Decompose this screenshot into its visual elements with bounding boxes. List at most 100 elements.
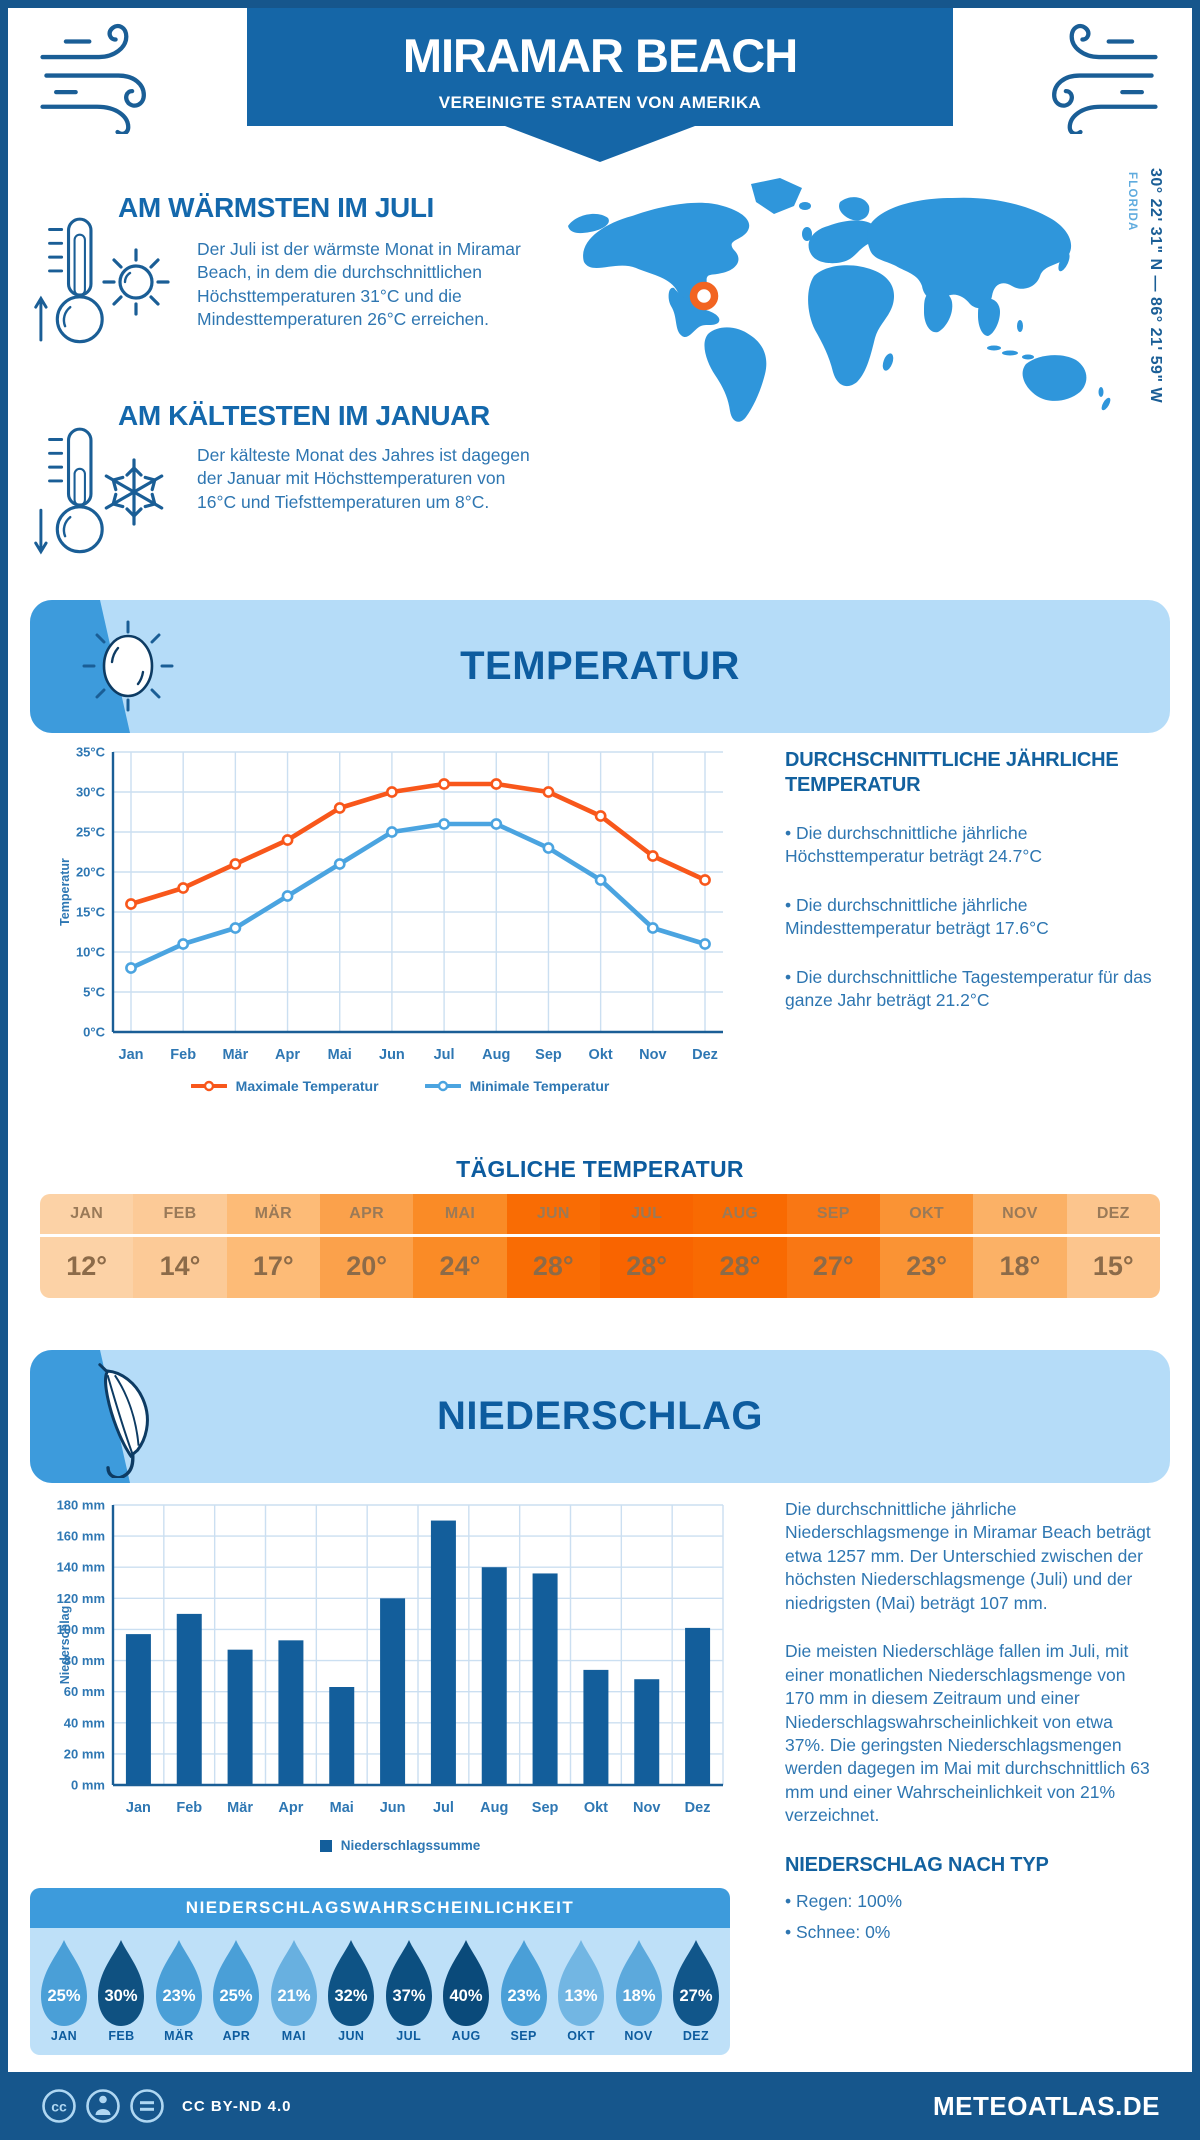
svg-text:23%: 23% <box>162 1987 195 2005</box>
probability-droplet: 32% JUN <box>325 1938 377 2043</box>
svg-text:180 mm: 180 mm <box>57 1498 105 1513</box>
warmest-heading: AM WÄRMSTEN IM JULI <box>118 192 434 223</box>
daily-temp-column: MAI 24° <box>413 1194 507 1298</box>
svg-text:120 mm: 120 mm <box>57 1591 105 1606</box>
svg-text:Mär: Mär <box>222 1047 248 1063</box>
water-drop-icon: 40% <box>443 1940 490 2026</box>
precipitation-bar-chart: 0 mm 20 mm 40 mm 60 mm 80 mm 100 mm 120 mm 140 … <box>57 1498 724 1816</box>
water-drop-icon: 23% <box>500 1940 547 2026</box>
svg-text:60 mm: 60 mm <box>64 1684 105 1699</box>
svg-text:Nov: Nov <box>639 1047 666 1063</box>
text-item: • Die durchschnittliche Tagestemperatur … <box>785 966 1152 1011</box>
daily-temp-column: OKT 23° <box>879 1194 974 1298</box>
daily-temperature-table: JAN 12° FEB 14° MÄR 17° APR 20° MAI 24° JUN 28° JUL 2… <box>40 1194 1160 1298</box>
svg-text:Apr: Apr <box>278 1800 303 1816</box>
umbrella-icon <box>98 1363 149 1478</box>
probability-droplet: 25% APR <box>210 1938 262 2043</box>
svg-text:cc: cc <box>51 2099 67 2115</box>
location-marker <box>689 281 719 311</box>
legend-item: Niederschlagssumme <box>319 1838 480 1853</box>
world-map <box>568 178 1111 422</box>
temperature-summary: DURCHSCHNITTLICHE JÄHRLICHE TEMPERATUR •… <box>785 748 1157 1038</box>
precipitation-paragraphs: Die durchschnittliche jährliche Niedersc… <box>785 1498 1157 1828</box>
precipitation-type-bullets: • Regen: 100% • Schnee: 0% <box>785 1890 1157 1944</box>
legend-item: Minimale Temperatur <box>424 1078 609 1094</box>
probability-droplet: 23% MÄR <box>153 1938 205 2043</box>
svg-text:Temperatur: Temperatur <box>58 858 72 926</box>
water-drop-icon: 13% <box>558 1940 605 2026</box>
warmest-text: Der Juli ist der wärmste Monat in Mirama… <box>197 239 521 329</box>
svg-text:10°C: 10°C <box>76 945 106 960</box>
thermometer-down-icon <box>34 427 104 555</box>
svg-text:Jun: Jun <box>379 1047 405 1063</box>
svg-text:23%: 23% <box>507 1987 540 2005</box>
header-banner: MIRAMAR BEACH VEREINIGTE STAATEN VON AME… <box>247 8 953 126</box>
temperature-title: TEMPERATUR <box>460 644 740 688</box>
coldest-heading: AM KÄLTESTEN IM JANUAR <box>118 400 490 431</box>
text-item: • Die durchschnittliche jährliche Höchst… <box>785 823 1042 867</box>
wind-icon <box>40 24 146 134</box>
text-item: • Regen: 100% <box>785 1890 903 1911</box>
water-drop-icon: 27% <box>672 1940 719 2026</box>
daily-temp-column: NOV 18° <box>973 1194 1067 1298</box>
daily-temp-column: MÄR 17° <box>226 1194 320 1298</box>
footer: cc CC BY-ND 4.0 METEOATLAS.DE <box>0 2072 1200 2140</box>
probability-droplet: 30% FEB <box>95 1938 147 2043</box>
probability-droplet: 40% AUG <box>440 1938 492 2043</box>
svg-text:Mai: Mai <box>330 1800 354 1816</box>
daily-temp-column: APR 20° <box>319 1194 414 1298</box>
svg-text:32%: 32% <box>335 1987 368 2005</box>
daily-table-divider <box>40 1234 1160 1237</box>
water-drop-icon: 25% <box>41 1940 87 2026</box>
svg-text:Aug: Aug <box>482 1047 510 1063</box>
snowflake-icon <box>104 458 164 526</box>
probability-heading: NIEDERSCHLAGSWAHRSCHEINLICHKEIT <box>30 1888 730 1928</box>
svg-text:Aug: Aug <box>480 1800 508 1816</box>
region-label: FLORIDA <box>1126 172 1138 232</box>
svg-text:Niederschlag: Niederschlag <box>58 1606 72 1685</box>
svg-text:25%: 25% <box>47 1987 80 2005</box>
svg-text:Nov: Nov <box>633 1800 660 1816</box>
temperature-line-chart: 0°C 5°C 10°C 15°C 20°C 25°C 30°C 35°C Jan Feb Mär A… <box>58 745 723 1063</box>
text-item: • Schnee: 0% <box>785 1921 891 1942</box>
svg-text:30°C: 30°C <box>76 785 106 800</box>
text-item: Die durchschnittliche jährliche Niedersc… <box>785 1499 1151 1613</box>
precipitation-chart-legend: Niederschlagssumme <box>55 1838 745 1853</box>
svg-text:Feb: Feb <box>176 1800 202 1816</box>
svg-text:21%: 21% <box>277 1987 310 2005</box>
daily-temp-column: JAN 12° <box>40 1194 134 1298</box>
svg-text:Sep: Sep <box>535 1047 562 1063</box>
svg-text:25%: 25% <box>220 1987 253 2005</box>
probability-droplet: 37% JUL <box>383 1938 435 2043</box>
license-label: CC BY-ND 4.0 <box>182 2097 292 2115</box>
daily-temp-column: JUL 28° <box>599 1194 694 1298</box>
svg-text:Okt: Okt <box>584 1800 608 1816</box>
svg-text:Apr: Apr <box>275 1047 300 1063</box>
probability-droplet: 23% SEP <box>498 1938 550 2043</box>
wind-icon <box>1052 24 1158 134</box>
svg-text:Jul: Jul <box>433 1800 454 1816</box>
probability-droplet: 25% JAN <box>38 1938 90 2043</box>
thermometer-up-icon <box>34 217 104 344</box>
probability-droplet: 21% MAI <box>268 1938 320 2043</box>
svg-text:20°C: 20°C <box>76 865 106 880</box>
probability-droplet: 18% NOV <box>613 1938 665 2043</box>
daily-temp-column: JUN 28° <box>506 1194 600 1298</box>
site-link[interactable]: METEOATLAS.DE <box>932 2090 1160 2121</box>
svg-text:40 mm: 40 mm <box>64 1715 105 1730</box>
precipitation-banner: NIEDERSCHLAG <box>30 1350 1170 1483</box>
probability-droplet: 13% OKT <box>555 1938 607 2043</box>
precipitation-summary: Die durchschnittliche jährliche Niedersc… <box>785 1498 1157 1952</box>
svg-text:Dez: Dez <box>692 1047 718 1063</box>
water-drop-icon: 23% <box>155 1940 202 2026</box>
page-title: MIRAMAR BEACH <box>402 28 798 82</box>
precipitation-title: NIEDERSCHLAG <box>436 1394 764 1438</box>
water-drop-icon: 37% <box>385 1940 432 2026</box>
precipitation-type-heading: NIEDERSCHLAG NACH TYP <box>785 1853 1049 1876</box>
legend-item: Maximale Temperatur <box>190 1078 379 1094</box>
svg-text:15°C: 15°C <box>76 905 106 920</box>
svg-text:40%: 40% <box>450 1987 483 2005</box>
temperature-summary-heading: DURCHSCHNITTLICHE JÄHRLICHE TEMPERATUR <box>785 749 1119 796</box>
svg-text:Jan: Jan <box>119 1047 144 1063</box>
